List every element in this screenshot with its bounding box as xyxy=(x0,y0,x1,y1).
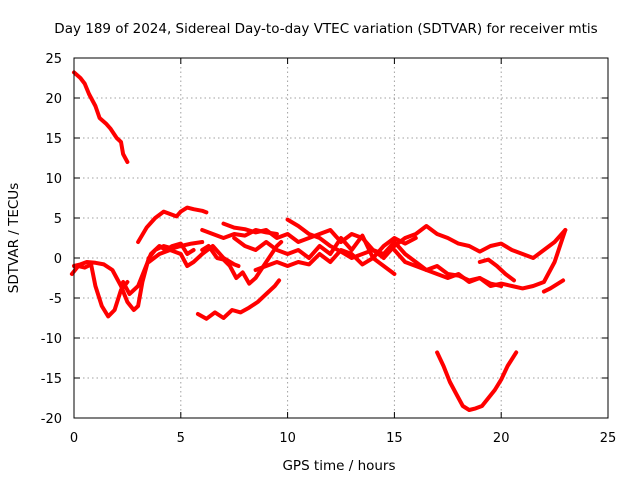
series-line-arc-5 xyxy=(136,205,209,244)
y-tick-label: 15 xyxy=(45,132,62,147)
y-tick-label: -10 xyxy=(41,332,62,347)
series-line-arc-13 xyxy=(285,217,568,260)
series-line-arc-7 xyxy=(200,240,284,286)
y-tick-label: 25 xyxy=(45,52,62,67)
x-tick-label: 10 xyxy=(279,431,296,446)
series-line-arc-16 xyxy=(477,257,516,283)
y-tick-label: -20 xyxy=(41,412,62,427)
series-line-arc-4 xyxy=(121,241,196,296)
series-line-arc-12 xyxy=(253,248,397,276)
x-tick-label: 20 xyxy=(493,431,510,446)
series-line-arc-3 xyxy=(72,240,205,312)
chart-title: Day 189 of 2024, Sidereal Day-to-day VTE… xyxy=(54,21,597,37)
x-tick-label: 15 xyxy=(386,431,403,446)
x-tick-label: 0 xyxy=(70,431,78,446)
axis-ticks: 0 5 10 15 20 25 -20 -15 -10 -5 0 5 10 15 20 25 xyxy=(41,52,617,446)
series-line-arc-1 xyxy=(72,70,130,164)
x-tick-label: 25 xyxy=(600,431,617,446)
y-tick-label: 0 xyxy=(54,252,62,267)
series-line-arc-2 xyxy=(69,262,130,319)
series-line-arc-6 xyxy=(146,244,241,268)
x-tick-label: 5 xyxy=(177,431,185,446)
series-line-arc-18 xyxy=(435,350,519,412)
y-axis-label: SDTVAR / TECUs xyxy=(6,183,22,293)
series-group xyxy=(69,70,568,412)
series-line-arc-17 xyxy=(541,278,566,294)
series-line-arc-15 xyxy=(392,240,504,288)
plot-frame xyxy=(73,57,609,419)
y-tick-label: -15 xyxy=(41,372,62,387)
y-tick-label: 10 xyxy=(45,172,62,187)
series-line-arc-11 xyxy=(232,233,418,260)
y-tick-label: -5 xyxy=(49,292,62,307)
y-tick-label: 20 xyxy=(45,92,62,107)
gridlines xyxy=(74,58,608,418)
x-axis-label: GPS time / hours xyxy=(282,458,395,474)
y-tick-label: 5 xyxy=(54,212,62,227)
series-line-arc-9 xyxy=(195,278,282,321)
